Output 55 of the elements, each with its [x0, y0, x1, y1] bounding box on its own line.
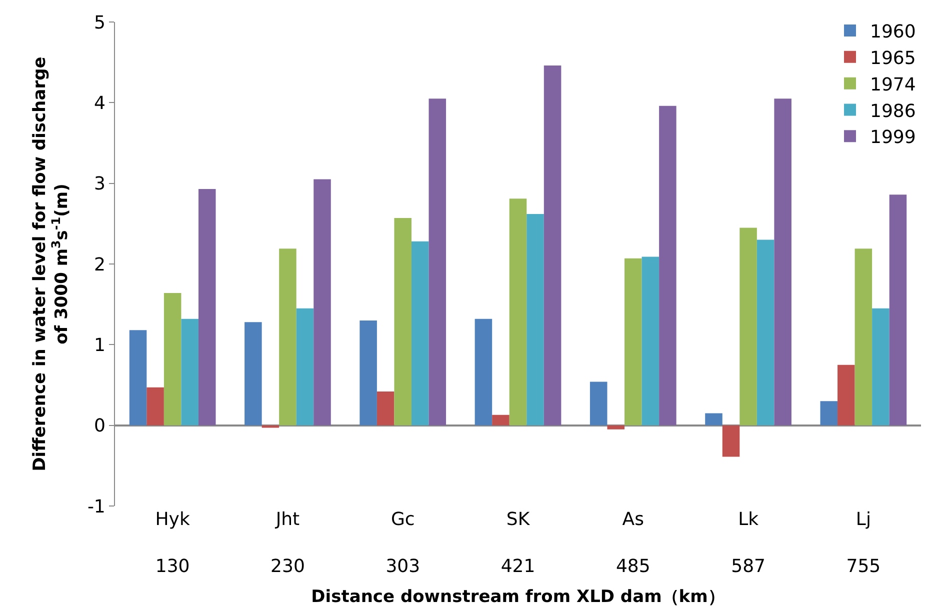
bar — [296, 308, 314, 426]
y-tick-label: 3 — [94, 174, 106, 195]
legend-label: 1965 — [870, 48, 916, 69]
bar — [642, 256, 660, 426]
bar — [129, 330, 147, 426]
bar — [244, 322, 262, 426]
bar — [872, 308, 890, 426]
bar — [526, 214, 544, 426]
bar — [624, 258, 642, 426]
bar — [164, 293, 182, 426]
bar — [360, 320, 377, 426]
y-tick-label: -1 — [87, 496, 106, 518]
bar — [740, 228, 757, 426]
y-tick-label: 0 — [94, 416, 106, 437]
bar — [509, 198, 527, 426]
category-label: Lj 755 — [846, 509, 881, 577]
bar — [544, 66, 562, 426]
category-label: Lk 587 — [731, 509, 766, 577]
category-label: As 485 — [616, 509, 650, 577]
legend-label: 1999 — [870, 127, 916, 148]
bar — [428, 98, 446, 426]
bar — [198, 188, 216, 426]
bar — [314, 179, 331, 426]
y-tick-label: 1 — [94, 334, 106, 356]
bar — [394, 218, 412, 426]
bar — [590, 382, 608, 426]
bar — [474, 318, 492, 426]
legend-label: 1974 — [870, 74, 916, 96]
category-label: Jht 230 — [270, 509, 305, 577]
bar — [889, 194, 907, 426]
bar — [756, 240, 774, 426]
bar — [820, 401, 838, 426]
x-axis-title: Distance downstream from XLD dam（km） — [311, 587, 725, 608]
legend-label: 1986 — [870, 100, 916, 122]
bar — [838, 364, 855, 426]
bar — [146, 387, 164, 426]
bar — [722, 425, 740, 457]
bar — [376, 391, 394, 426]
bar — [607, 425, 625, 430]
legend-label: 1960 — [870, 22, 916, 43]
bar — [279, 248, 296, 426]
category-label: Hyk 130 — [155, 509, 190, 577]
bar — [411, 241, 429, 426]
y-tick-label: 2 — [94, 254, 106, 276]
bar — [705, 413, 722, 426]
bar — [659, 106, 676, 426]
bar — [774, 98, 792, 426]
category-label: SK 421 — [500, 509, 536, 577]
y-tick-label: 5 — [94, 12, 106, 34]
y-tick-label: 4 — [94, 92, 106, 114]
bar — [181, 318, 198, 426]
category-label: Gc 303 — [386, 509, 420, 577]
bar — [492, 414, 510, 426]
bar — [854, 248, 872, 426]
bar — [262, 425, 280, 428]
